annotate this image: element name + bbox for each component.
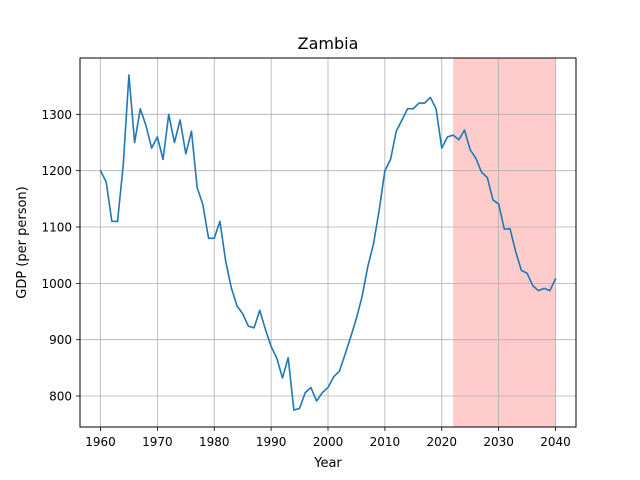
y-tick-label: 1000 (41, 277, 72, 291)
x-tick-label: 2040 (540, 435, 571, 449)
x-tick-label: 1990 (256, 435, 287, 449)
y-tick-label: 1100 (41, 221, 72, 235)
x-tick-label: 2000 (313, 435, 344, 449)
gdp-series-line (99, 74, 557, 411)
x-tick-label: 2010 (370, 435, 401, 449)
y-tick-label: 900 (49, 333, 72, 347)
forecast-highlight-layer (453, 58, 556, 427)
x-tick-label: 1970 (142, 435, 173, 449)
y-tick-label: 1300 (41, 108, 72, 122)
y-tick-label: 800 (49, 390, 72, 404)
x-tick-label: 2020 (426, 435, 457, 449)
x-axis-label: Year (313, 456, 342, 471)
grid-layer (80, 58, 576, 427)
x-tick-label: 1960 (85, 435, 116, 449)
y-axis-label: GDP (per person) (15, 186, 30, 299)
y-tick-label: 1200 (41, 164, 72, 178)
x-tick-label: 2030 (483, 435, 514, 449)
series-layer (99, 74, 557, 411)
chart-title: Zambia (298, 34, 359, 53)
tick-layer: 1960 1970 1980 1990 2000 2010 2020 2030 2040 800 9… (41, 108, 570, 449)
x-tick-label: 1980 (199, 435, 230, 449)
forecast-shaded-region (453, 58, 556, 427)
